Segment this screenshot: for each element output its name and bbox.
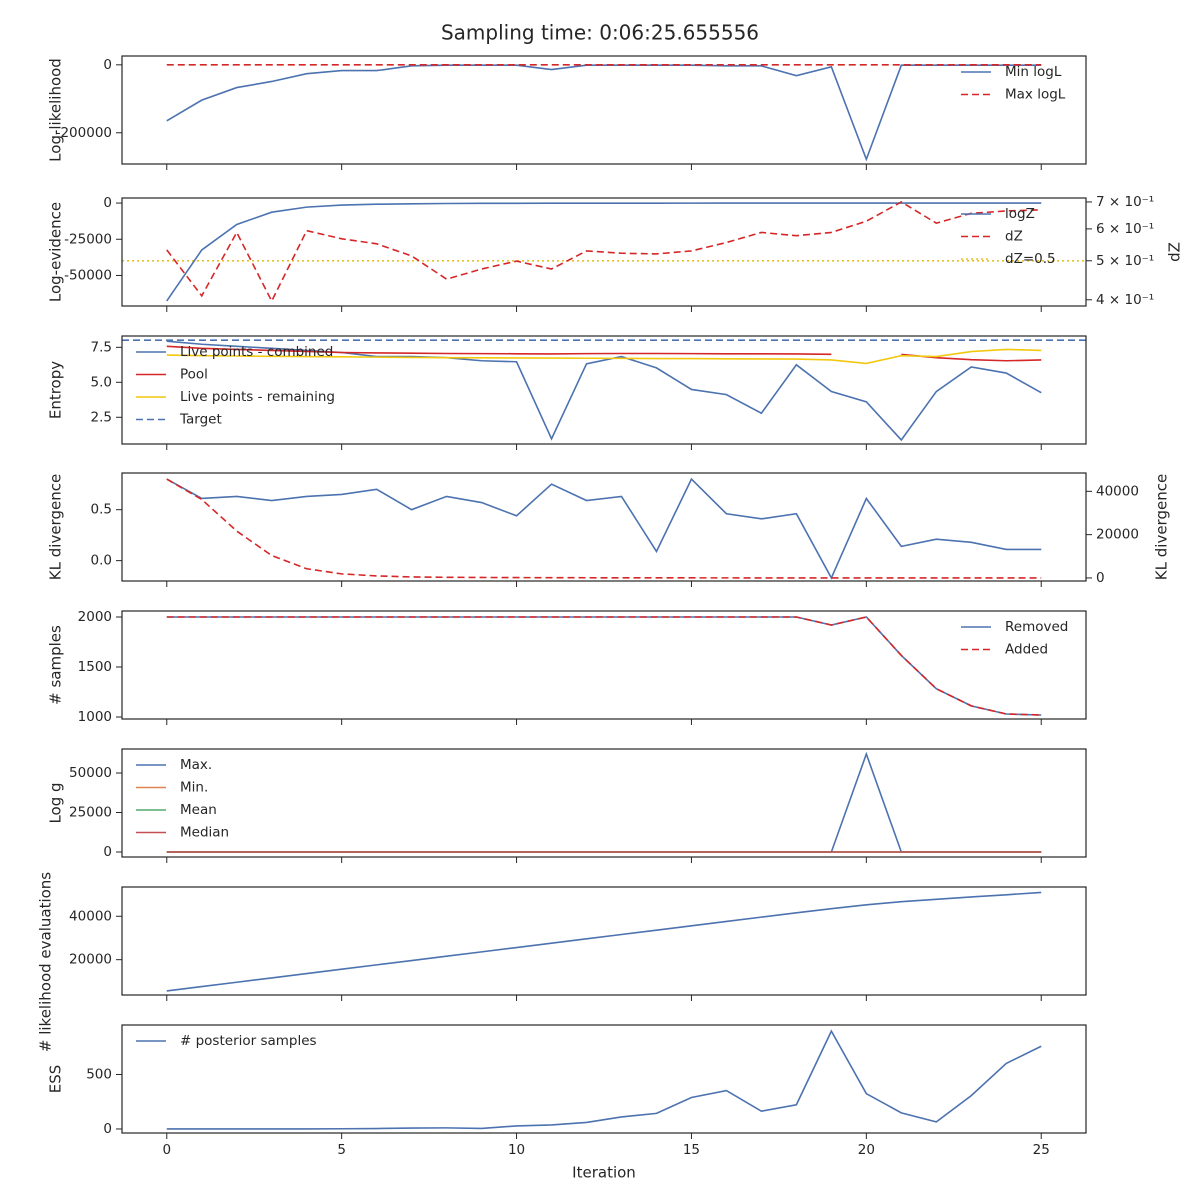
plot-area [166,64,1042,162]
legend-label: Mean [180,802,217,818]
y-axis-label: # samples [47,625,65,705]
legend-label: Min. [180,780,208,796]
legend-label: Pool [180,367,208,383]
y-tick-label: 1500 [78,659,112,675]
x-tick-label: 25 [1033,1142,1050,1158]
legend-label: Added [1005,642,1048,658]
plot-area [166,1029,1042,1130]
y-tick-label: 0 [103,844,112,860]
legend-label: Max. [180,757,212,773]
axes-frame [121,197,1087,307]
y2-tick-label: 7 × 10⁻¹ [1096,194,1154,210]
y-tick-label: -200000 [56,125,112,141]
series-line [166,64,1042,162]
y-tick-label: 50000 [69,765,112,781]
y-tick-label: 0 [103,195,112,211]
y2-tick-label: 4 × 10⁻¹ [1096,292,1154,308]
plot-area [122,339,1086,442]
legend-label: Target [179,412,222,428]
y-axis-label: Entropy [47,361,65,419]
y-axis-label: Log-likelihood [47,58,65,162]
y-axis-label: Log g [47,782,65,823]
figure-title: Sampling time: 0:06:25.655556 [441,21,759,45]
panel: 1000 1500 2000 # samples Removed Added [47,609,1087,725]
legend-label: Max logL [1005,87,1066,103]
legend-label: Live points - remaining [180,389,335,405]
axes-frame [121,55,1087,165]
plot-area [166,891,1042,992]
y-tick-label: 2.5 [91,409,112,425]
plot-area [166,477,1042,580]
y-tick-label: 0.5 [91,502,112,518]
y2-tick-label: 40000 [1096,483,1139,499]
y-tick-label: -25000 [64,231,112,247]
panel: 20000 40000 # likelihood evaluations [37,872,1087,1052]
series-line [166,478,1042,579]
x-tick-label: 15 [683,1142,700,1158]
legend-label: Min logL [1005,64,1062,80]
y2-tick-label: 0 [1096,570,1105,586]
legend-label: dZ [1005,229,1023,245]
legend-label: Live points - combined [180,344,333,360]
series-line [166,340,1042,442]
y2-tick-label: 6 × 10⁻¹ [1096,221,1154,237]
y-axis-label: ESS [47,1065,65,1094]
y2-axis-label: KL divergence [1153,474,1171,580]
y-tick-label: 500 [86,1066,112,1082]
series-line [166,345,832,356]
panel: -50000 -25000 0 4 × 10⁻¹ 5 × 10⁻¹ 6 × 10⁻¹ 7 ×… [47,194,1184,312]
y-tick-label: 5.0 [91,374,112,390]
series-line [166,891,1042,992]
series-line [166,477,1042,580]
y-axis-label: KL divergence [47,474,65,580]
x-tick-label: 10 [508,1142,525,1158]
x-axis-label: Iteration [572,1164,636,1182]
axes-frame [121,335,1087,445]
x-tick-label: 0 [162,1142,171,1158]
y-tick-label: 1000 [78,709,112,725]
y-tick-label: 40000 [69,908,112,924]
y-tick-label: 0.0 [91,553,112,569]
y-tick-label: 0 [103,57,112,73]
series-line [166,616,1042,716]
y2-axis-label: dZ [1166,242,1184,262]
series-line [166,348,1042,365]
panel: -200000 0 Log-likelihood Min logL Max logL [47,55,1087,170]
series-line [166,201,1042,303]
axes-frame [121,610,1087,720]
y-tick-label: -50000 [64,267,112,283]
panel: 2.5 5.0 7.5 Entropy Live points - combined Po… [47,335,1087,450]
y-tick-label: 7.5 [91,339,112,355]
legend-label: dZ=0.5 [1005,251,1056,267]
legend-label: # posterior samples [180,1033,317,1049]
y2-tick-label: 20000 [1096,527,1139,543]
legend-label: logZ [1005,206,1035,222]
x-tick-label: 20 [858,1142,875,1158]
x-tick-label: 5 [337,1142,346,1158]
axes-frame [121,1024,1087,1134]
panel: 0 500 0 5 10 15 20 25 ESS # posterior samples [47,1024,1087,1158]
legend-label: Median [180,825,229,841]
y-tick-label: 0 [103,1121,112,1137]
plot-area [122,201,1086,303]
axes-frame [121,472,1087,582]
plot-area [166,616,1042,716]
plot-area [166,751,1042,853]
y-axis-label: Log-evidence [47,202,65,302]
legend-label: Removed [1005,619,1068,635]
y-axis-label: # likelihood evaluations [37,872,55,1052]
panel: 0.0 0.5 0 20000 40000 KL divergence KL diverge… [47,472,1171,587]
y-tick-label: 2000 [78,609,112,625]
series-line [166,1029,1042,1130]
y-tick-label: 20000 [69,952,112,968]
y2-tick-label: 5 × 10⁻¹ [1096,253,1154,269]
series-line [166,202,1042,302]
y-tick-label: 25000 [69,805,112,821]
axes-frame [121,886,1087,996]
axes-frame [121,748,1087,858]
